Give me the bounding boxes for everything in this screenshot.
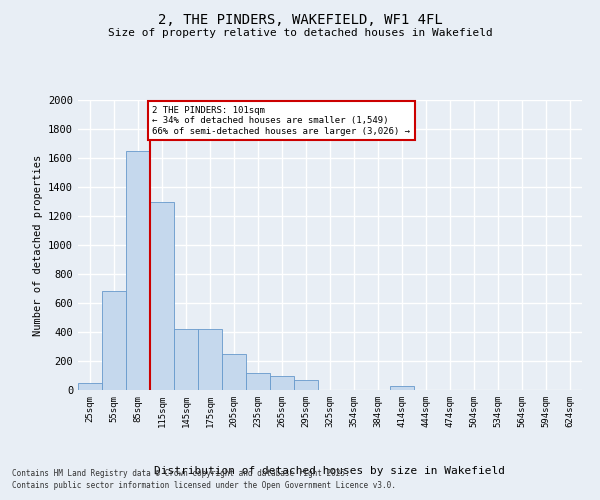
Text: Contains public sector information licensed under the Open Government Licence v3: Contains public sector information licen… <box>12 481 396 490</box>
Bar <box>102 292 126 390</box>
Bar <box>222 354 246 390</box>
Bar <box>126 151 150 390</box>
Bar <box>78 383 102 390</box>
Bar <box>294 380 318 390</box>
Bar <box>150 202 174 390</box>
Bar <box>174 329 198 390</box>
Text: 2 THE PINDERS: 101sqm
← 34% of detached houses are smaller (1,549)
66% of semi-d: 2 THE PINDERS: 101sqm ← 34% of detached … <box>152 106 410 136</box>
X-axis label: Distribution of detached houses by size in Wakefield: Distribution of detached houses by size … <box>155 466 505 476</box>
Text: Contains HM Land Registry data © Crown copyright and database right 2025.: Contains HM Land Registry data © Crown c… <box>12 468 350 477</box>
Bar <box>390 386 414 390</box>
Bar <box>198 329 222 390</box>
Y-axis label: Number of detached properties: Number of detached properties <box>32 154 43 336</box>
Bar <box>270 376 294 390</box>
Text: 2, THE PINDERS, WAKEFIELD, WF1 4FL: 2, THE PINDERS, WAKEFIELD, WF1 4FL <box>158 12 442 26</box>
Bar <box>246 372 270 390</box>
Text: Size of property relative to detached houses in Wakefield: Size of property relative to detached ho… <box>107 28 493 38</box>
